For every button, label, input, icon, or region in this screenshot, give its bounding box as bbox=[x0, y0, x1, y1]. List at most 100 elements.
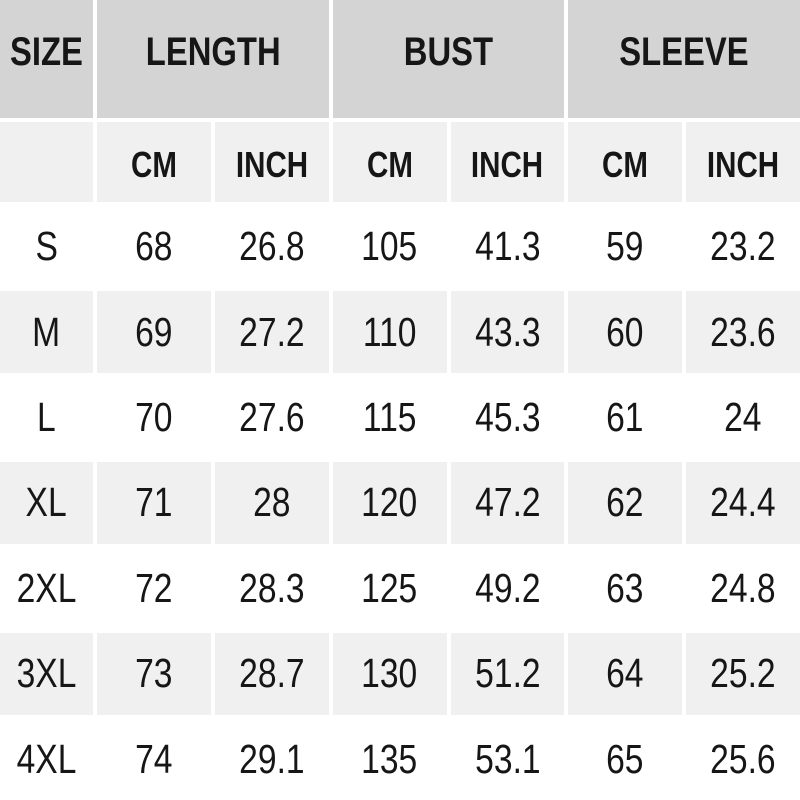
row-m-sleeve-inch-cell: 23.6 bbox=[686, 291, 800, 373]
cell-text: 73 bbox=[135, 650, 173, 697]
cell-text: 130 bbox=[361, 650, 418, 697]
row-xl-length-cm-cell: 71 bbox=[97, 462, 211, 544]
row-s-length-cm-cell: 68 bbox=[97, 206, 211, 288]
row-2xl-bust-inch-cell: 49.2 bbox=[450, 547, 565, 630]
cell-text: 69 bbox=[135, 308, 173, 355]
cell-text: XL bbox=[25, 479, 68, 526]
row-3xl-sleeve-cm-cell: 64 bbox=[568, 633, 683, 715]
row-s-size-cell: S bbox=[0, 206, 93, 288]
cell-text: 115 bbox=[362, 394, 417, 441]
cell-text: 24.4 bbox=[710, 479, 776, 526]
cell-text: 110 bbox=[362, 308, 417, 355]
cell-text: 72 bbox=[135, 564, 173, 611]
cell-text: 2XL bbox=[16, 564, 77, 611]
row-2xl-size-cell: 2XL bbox=[0, 547, 93, 630]
cell-text: 105 bbox=[361, 223, 418, 270]
cell-text: 4XL bbox=[16, 735, 77, 782]
row-3xl-sleeve-inch-cell: 25.2 bbox=[686, 633, 800, 715]
cell-text: INCH bbox=[706, 144, 780, 185]
row-l-size-cell: L bbox=[0, 376, 93, 459]
unit-header-bust-inch: INCH bbox=[450, 122, 565, 202]
row-s-bust-cm-cell: 105 bbox=[332, 206, 447, 288]
cell-text: 65 bbox=[606, 735, 644, 782]
cell-text: 68 bbox=[135, 223, 173, 270]
cell-text: 51.2 bbox=[474, 650, 541, 697]
cell-text: 28.3 bbox=[239, 564, 305, 611]
row-l-length-inch-cell: 27.6 bbox=[214, 376, 329, 459]
cell-text: 28 bbox=[253, 479, 291, 526]
row-s-length-inch-cell: 26.8 bbox=[214, 206, 329, 288]
cell-text: 25.6 bbox=[710, 735, 776, 782]
cell-text: 25.2 bbox=[710, 650, 776, 697]
cell-text: 74 bbox=[135, 735, 173, 782]
row-2xl-sleeve-cm-cell: 63 bbox=[568, 547, 683, 630]
row-l-sleeve-cm-cell: 61 bbox=[568, 376, 683, 459]
cell-text: 53.1 bbox=[474, 735, 541, 782]
row-m-bust-cm-cell: 110 bbox=[332, 291, 447, 373]
row-m-sleeve-cm-cell: 60 bbox=[568, 291, 683, 373]
row-3xl-bust-cm-cell: 130 bbox=[332, 633, 447, 715]
cell-text: 59 bbox=[606, 223, 644, 270]
cell-text: 27.2 bbox=[239, 308, 305, 355]
row-xl-length-inch-cell: 28 bbox=[214, 462, 329, 544]
row-s-sleeve-inch-cell: 23.2 bbox=[686, 206, 800, 288]
cell-text: 70 bbox=[135, 394, 173, 441]
cell-text: BUST bbox=[403, 29, 494, 74]
cell-text: 120 bbox=[361, 479, 418, 526]
cell-text: CM bbox=[366, 144, 413, 185]
cell-text: 23.6 bbox=[710, 308, 776, 355]
cell-text: 49.2 bbox=[474, 564, 541, 611]
row-l-bust-inch-cell: 45.3 bbox=[450, 376, 565, 459]
cell-text: 43.3 bbox=[474, 308, 541, 355]
row-3xl-bust-inch-cell: 51.2 bbox=[450, 633, 565, 715]
group-header-length: LENGTH bbox=[97, 0, 329, 118]
group-header-sleeve: SLEEVE bbox=[568, 0, 800, 118]
cell-text: 3XL bbox=[16, 650, 77, 697]
row-4xl-sleeve-inch-cell: 25.6 bbox=[686, 718, 800, 800]
row-m-length-cm-cell: 69 bbox=[97, 291, 211, 373]
cell-text: 61 bbox=[606, 394, 644, 441]
row-4xl-bust-inch-cell: 53.1 bbox=[450, 718, 565, 800]
cell-text: 64 bbox=[606, 650, 644, 697]
row-xl-bust-inch-cell: 47.2 bbox=[450, 462, 565, 544]
cell-text: 62 bbox=[606, 479, 644, 526]
cell-text: 24 bbox=[724, 394, 762, 441]
cell-text: 45.3 bbox=[474, 394, 541, 441]
cell-text: 125 bbox=[361, 564, 418, 611]
row-4xl-bust-cm-cell: 135 bbox=[332, 718, 447, 800]
row-l-bust-cm-cell: 115 bbox=[332, 376, 447, 459]
row-2xl-bust-cm-cell: 125 bbox=[332, 547, 447, 630]
cell-text: 47.2 bbox=[474, 479, 541, 526]
cell-text: 26.8 bbox=[239, 223, 305, 270]
cell-text: 41.3 bbox=[474, 223, 541, 270]
cell-text: INCH bbox=[235, 144, 308, 185]
row-m-bust-inch-cell: 43.3 bbox=[450, 291, 565, 373]
unit-header-length-inch: INCH bbox=[214, 122, 329, 202]
cell-text: CM bbox=[130, 144, 177, 185]
unit-header-empty bbox=[0, 122, 93, 202]
row-xl-bust-cm-cell: 120 bbox=[332, 462, 447, 544]
cell-text: 135 bbox=[361, 735, 418, 782]
cell-text: LENGTH bbox=[145, 29, 281, 74]
row-l-sleeve-inch-cell: 24 bbox=[686, 376, 800, 459]
row-s-sleeve-cm-cell: 59 bbox=[568, 206, 683, 288]
cell-text: 29.1 bbox=[239, 735, 305, 782]
cell-text: SLEEVE bbox=[619, 29, 749, 74]
row-m-length-inch-cell: 27.2 bbox=[214, 291, 329, 373]
cell-text: 60 bbox=[606, 308, 644, 355]
unit-header-sleeve-cm: CM bbox=[568, 122, 683, 202]
row-xl-sleeve-inch-cell: 24.4 bbox=[686, 462, 800, 544]
cell-text: 27.6 bbox=[239, 394, 305, 441]
cell-text: 23.2 bbox=[710, 223, 776, 270]
row-4xl-sleeve-cm-cell: 65 bbox=[568, 718, 683, 800]
cell-text: SIZE bbox=[10, 29, 83, 74]
cell-text: INCH bbox=[471, 144, 544, 185]
cell-text: 24.8 bbox=[710, 564, 776, 611]
row-4xl-size-cell: 4XL bbox=[0, 718, 93, 800]
row-4xl-length-inch-cell: 29.1 bbox=[214, 718, 329, 800]
row-2xl-sleeve-inch-cell: 24.8 bbox=[686, 547, 800, 630]
row-m-size-cell: M bbox=[0, 291, 93, 373]
row-2xl-length-inch-cell: 28.3 bbox=[214, 547, 329, 630]
row-3xl-length-cm-cell: 73 bbox=[97, 633, 211, 715]
